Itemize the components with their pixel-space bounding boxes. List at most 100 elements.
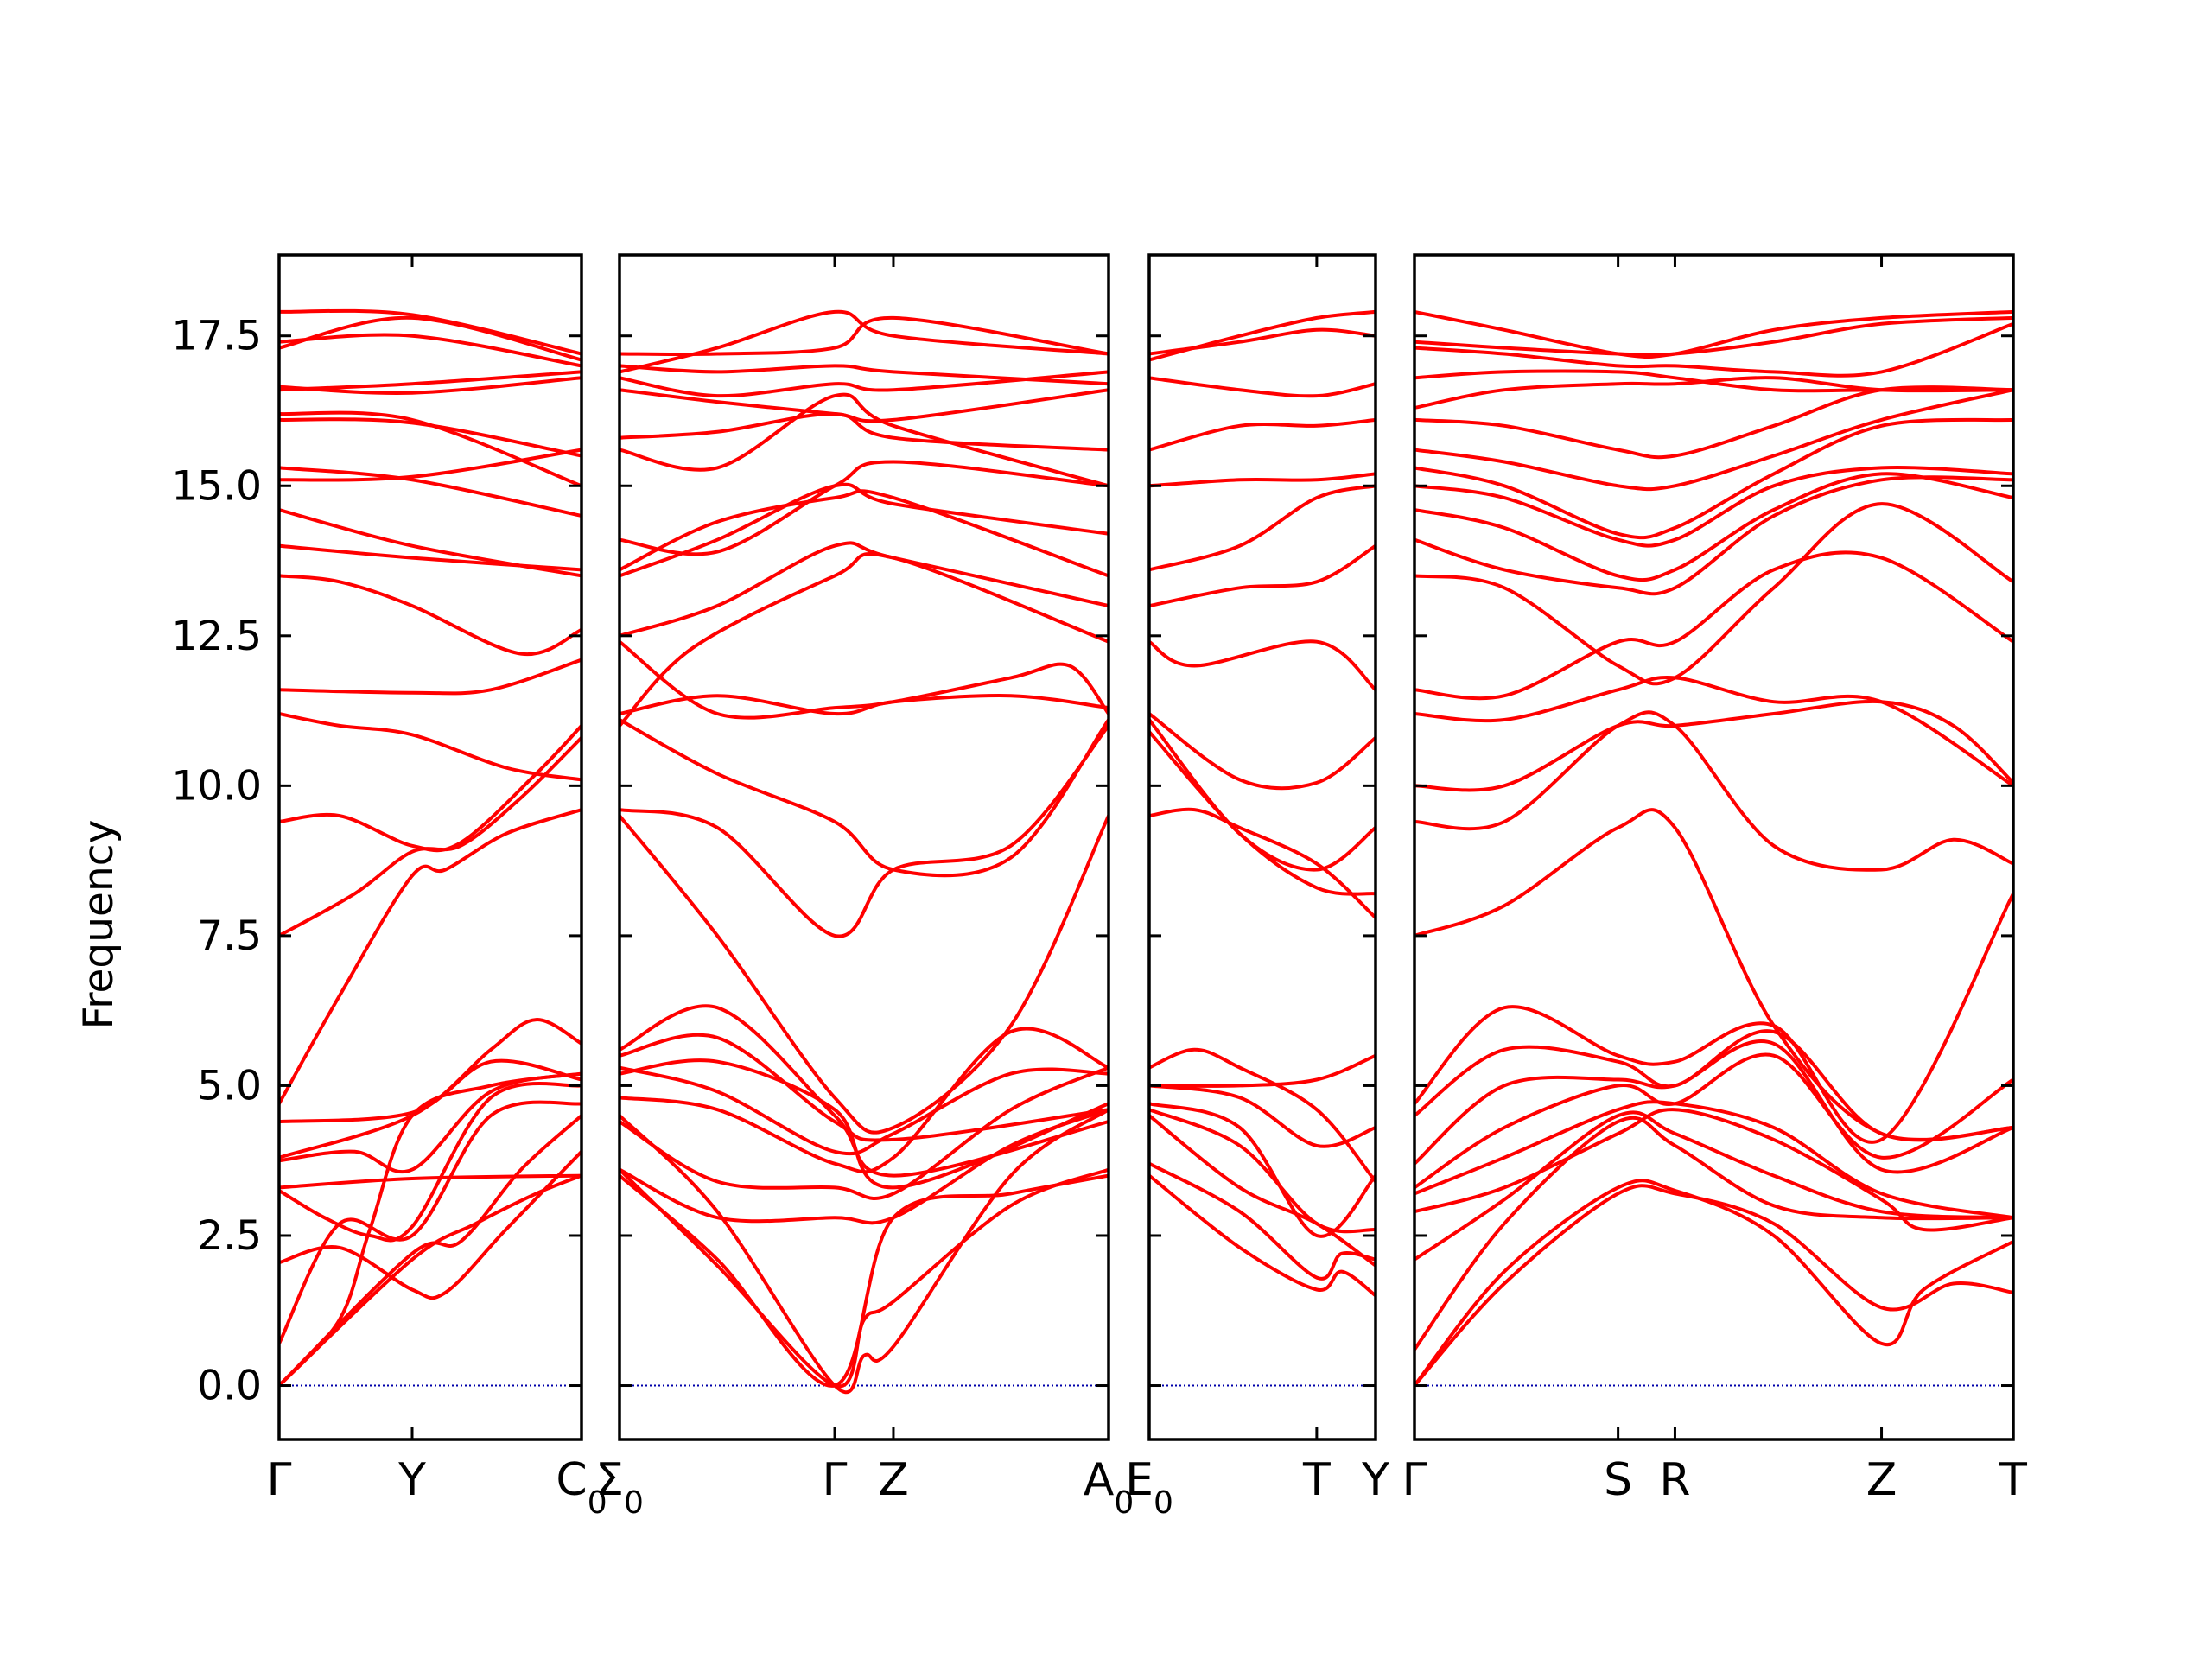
panel-1-frame bbox=[277, 253, 583, 1441]
panel-3: E0 T Y bbox=[1125, 253, 1389, 1521]
panel-3-band-3 bbox=[1149, 1114, 1376, 1268]
panel-2-band-3 bbox=[620, 1108, 1109, 1395]
panel-2-band-7 bbox=[620, 1065, 1109, 1156]
panel-4-band-5 bbox=[1414, 1108, 2013, 1232]
panel-3-band-8 bbox=[1149, 1053, 1376, 1088]
panel-1-band-26 bbox=[279, 333, 582, 368]
panel-4-band-7 bbox=[1414, 1052, 2013, 1190]
panel-1-band-4 bbox=[279, 1100, 582, 1345]
panel-4-band-24 bbox=[1414, 369, 2013, 393]
panel-2-band-16 bbox=[620, 552, 1109, 728]
panel-1-band-24 bbox=[279, 376, 582, 395]
panel-4-xtick-label-0: Γ bbox=[1402, 1454, 1427, 1506]
panel-2-band-20 bbox=[620, 460, 1109, 556]
panel-4-band-20 bbox=[1414, 417, 2013, 540]
panel-4-band-11 bbox=[1414, 808, 2013, 1142]
panel-2-band-27 bbox=[620, 309, 1109, 374]
panel-4-band-17 bbox=[1414, 475, 2013, 596]
ytick-label-3: 7.5 bbox=[197, 912, 262, 960]
panel-4-band-21 bbox=[1414, 388, 2013, 492]
panel-1-band-19 bbox=[279, 448, 582, 482]
plot-area: Γ Y C00.02.55.07.510.012.515.017.5Σ0 Γ Z A0E0… bbox=[171, 253, 2027, 1521]
panel-4-band-13 bbox=[1414, 699, 2013, 792]
panel-3-bands bbox=[1149, 309, 1376, 1387]
panel-4-band-16 bbox=[1414, 502, 2013, 686]
panel-2-band-25 bbox=[620, 364, 1109, 386]
panel-1-bands bbox=[279, 308, 582, 1388]
panel-3-band-11 bbox=[1149, 712, 1376, 791]
panel-4-xtick-label-4: T bbox=[1999, 1454, 2027, 1506]
panel-2-frame bbox=[618, 253, 1110, 1441]
panel-2-band-9 bbox=[620, 1033, 1109, 1142]
panel-2-xtick-label-2: Z bbox=[878, 1454, 909, 1506]
panel-1-band-16 bbox=[279, 574, 582, 657]
panel-4-band-14 bbox=[1414, 676, 2013, 788]
panel-4-xtick-label-3: Z bbox=[1866, 1454, 1897, 1506]
ytick-label-6: 15.0 bbox=[171, 462, 262, 510]
panel-1-band-21 bbox=[279, 417, 582, 458]
panel-1-xtick-label-0: Γ bbox=[267, 1454, 292, 1506]
panel-3-band-14 bbox=[1149, 543, 1376, 608]
panel-3-band-9 bbox=[1149, 807, 1376, 920]
panel-1-band-11 bbox=[279, 808, 582, 1106]
panel-3-band-18 bbox=[1149, 376, 1376, 398]
panel-4-band-1 bbox=[1414, 1184, 2013, 1388]
panel-2-bands bbox=[620, 309, 1109, 1395]
panel-4-band-12 bbox=[1414, 710, 2013, 872]
panel-2-xtick-label-1: Γ bbox=[823, 1454, 848, 1506]
panel-3-band-10 bbox=[1149, 729, 1376, 896]
panel-2-band-11 bbox=[620, 814, 1109, 1135]
panel-1-band-18 bbox=[279, 508, 582, 578]
panel-3-band-20 bbox=[1149, 327, 1376, 356]
panel-2-band-14 bbox=[620, 694, 1109, 716]
panel-4-band-19 bbox=[1414, 466, 2013, 548]
panel-4-band-2 bbox=[1414, 1179, 2013, 1388]
panel-4-frame bbox=[1413, 253, 2015, 1441]
panel-3-band-17 bbox=[1149, 417, 1376, 452]
panel-3-band-15 bbox=[1149, 484, 1376, 572]
panel-3-band-16 bbox=[1149, 472, 1376, 488]
panel-3-xtick-label-2: Y bbox=[1361, 1454, 1389, 1506]
panel-1-band-27 bbox=[279, 308, 582, 356]
panel-1-band-6 bbox=[279, 1082, 582, 1243]
panel-4-band-3 bbox=[1414, 1116, 2013, 1351]
y-axis-label: Frequency bbox=[75, 820, 123, 1030]
panel-1-band-22 bbox=[279, 410, 582, 488]
panel-1-band-13 bbox=[279, 723, 582, 853]
panel-1-band-2 bbox=[279, 1114, 582, 1388]
panel-1: Γ Y C00.02.55.07.510.012.515.017.5 bbox=[171, 253, 607, 1521]
panel-3-frame bbox=[1147, 253, 1377, 1441]
panel-4-band-10 bbox=[1414, 892, 2013, 1144]
ytick-label-4: 10.0 bbox=[171, 762, 262, 810]
panel-1-band-10 bbox=[279, 1058, 582, 1124]
panel-1-band-5 bbox=[279, 1149, 582, 1300]
panel-4-band-25 bbox=[1414, 321, 2013, 378]
panel-2-band-2 bbox=[620, 1167, 1109, 1389]
panel-3-band-12 bbox=[1149, 718, 1376, 872]
ytick-label-0: 0.0 bbox=[197, 1363, 262, 1410]
panel-2-band-18 bbox=[620, 489, 1109, 578]
panel-3-band-4 bbox=[1149, 1108, 1376, 1234]
panel-3-xtick-label-1: T bbox=[1302, 1454, 1331, 1506]
panel-4-band-4 bbox=[1414, 1110, 2013, 1262]
panel-3-band-2 bbox=[1149, 1161, 1376, 1281]
panel-2-band-12 bbox=[620, 723, 1109, 938]
panel-1-band-7 bbox=[279, 1173, 582, 1190]
panel-2-band-5 bbox=[620, 1065, 1109, 1200]
panel-4-band-18 bbox=[1414, 472, 2013, 582]
panel-2-band-15 bbox=[620, 639, 1109, 720]
panel-2-band-21 bbox=[620, 392, 1109, 488]
panel-1-band-8 bbox=[279, 1071, 582, 1174]
panel-1-xtick-label-1: Y bbox=[397, 1454, 426, 1506]
panel-1-band-9 bbox=[279, 1018, 582, 1160]
panel-2: Σ0 Γ Z A0 bbox=[595, 253, 1134, 1521]
panel-1-band-14 bbox=[279, 712, 582, 782]
panel-2-band-24 bbox=[620, 370, 1109, 398]
panel-1-band-15 bbox=[279, 658, 582, 696]
ytick-label-5: 12.5 bbox=[171, 613, 262, 660]
panel-4-xtick-label-1: S bbox=[1604, 1454, 1632, 1506]
panel-4-xtick-label-2: R bbox=[1659, 1454, 1690, 1506]
